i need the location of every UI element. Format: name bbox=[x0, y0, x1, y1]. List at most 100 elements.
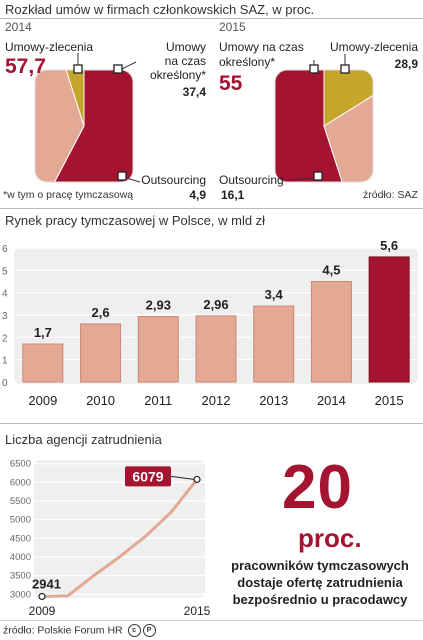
leader-line bbox=[287, 177, 315, 181]
bar-value-label: 4,5 bbox=[322, 263, 340, 278]
line-y-tick-label: 6000 bbox=[10, 477, 31, 488]
pie-2014-label-outsourcing: Outsourcing bbox=[141, 173, 206, 187]
pie-2015-label-okreslony: Umowy na czas określony* bbox=[219, 40, 304, 69]
bar-2015 bbox=[368, 256, 410, 383]
pie-2015-value-outsourcing: 16,1 bbox=[221, 188, 245, 202]
bar-chart-title: Rynek pracy tymczasowej w Polsce, w mld … bbox=[5, 213, 266, 228]
pie-2014-year: 2014 bbox=[5, 20, 32, 34]
line-y-tick-label: 3000 bbox=[10, 589, 31, 600]
bar-y-tick-label: 1 bbox=[2, 356, 8, 367]
leader-marker bbox=[340, 64, 350, 74]
copyright-icon: c bbox=[127, 624, 141, 637]
bar-chart: 0 1 2 3 4 5 6 1,7 2009 2,6 2010 2,93 2011 2,96 2012 3,4… bbox=[2, 240, 418, 408]
callout-unit: proc. bbox=[298, 523, 362, 553]
divider bbox=[0, 423, 423, 424]
line-y-tick-label: 6500 bbox=[10, 459, 31, 470]
line-y-tick-label: 3500 bbox=[10, 571, 31, 582]
line-endpoint bbox=[38, 592, 46, 601]
leader-marker bbox=[309, 64, 319, 74]
bar-2009 bbox=[22, 343, 64, 383]
bar-2012 bbox=[195, 315, 237, 383]
bar-y-tick-label: 3 bbox=[2, 311, 8, 322]
pie-2015-label-outsourcing: Outsourcing bbox=[219, 173, 284, 187]
leader-marker bbox=[117, 171, 127, 181]
bar-2010 bbox=[80, 323, 122, 383]
bar-value-label: 2,6 bbox=[92, 305, 110, 320]
bar-y-tick-label: 4 bbox=[2, 289, 8, 300]
pie-2015-value-okreslony: 55 bbox=[219, 72, 243, 95]
pie-2015-label-zlecenia: Umowy-zlecenia bbox=[329, 40, 418, 54]
pie-2014-value-outsourcing: 4,9 bbox=[189, 188, 206, 202]
pies-graphics bbox=[34, 53, 374, 183]
leader-line bbox=[125, 177, 141, 183]
press-icon: P bbox=[142, 624, 156, 637]
pie-2014-label-zlecenia: Umowy-zlecenia bbox=[5, 40, 94, 54]
line-start-label: 2941 bbox=[32, 576, 61, 591]
line-y-tick-label: 4500 bbox=[10, 533, 31, 544]
bar-value-label: 3,4 bbox=[265, 287, 284, 302]
pies-footnote: *w tym o pracę tymczasową bbox=[3, 189, 134, 201]
pie-2014 bbox=[34, 69, 134, 183]
leader-marker bbox=[73, 64, 83, 74]
callout-line-3: bezpośrednio u pracodawcy bbox=[232, 592, 408, 607]
pie-2014-slice-2 bbox=[42, 70, 85, 127]
bar-y-tick-label: 5 bbox=[2, 266, 8, 277]
line-chart-title: Liczba agencji zatrudnienia bbox=[5, 432, 162, 447]
pie-2015 bbox=[274, 69, 374, 183]
footer-source-text: źródło: Polskie Forum HR bbox=[3, 624, 123, 637]
leader-line bbox=[121, 61, 137, 70]
pie-2015-year: 2015 bbox=[219, 20, 246, 34]
callout-line-2: dostaje ofertę zatrudnienia bbox=[237, 575, 403, 590]
pie-2014-slice-0 bbox=[35, 70, 133, 182]
bar-y-tick-label: 0 bbox=[2, 378, 8, 389]
line-y-tick-label: 5000 bbox=[10, 515, 31, 526]
bar-x-tick-label: 2010 bbox=[86, 393, 115, 408]
callout-number: 20 bbox=[282, 453, 353, 522]
bar-x-tick-label: 2011 bbox=[144, 393, 172, 408]
line-series bbox=[41, 478, 199, 598]
line-x-tick-label: 2015 bbox=[184, 604, 211, 618]
pie-2015-value-zlecenia: 28,9 bbox=[394, 57, 418, 71]
bar-value-label: 1,7 bbox=[34, 325, 52, 340]
bar-y-tick-label: 6 bbox=[2, 244, 8, 255]
bar-2011 bbox=[137, 316, 179, 383]
bar-x-tick-label: 2014 bbox=[317, 393, 346, 408]
pie-2015-frame bbox=[274, 69, 374, 183]
line-x-tick-label: 2009 bbox=[29, 604, 56, 618]
leader-marker bbox=[313, 171, 323, 181]
callout-description: pracowników tymczasowych dostaje ofertę … bbox=[220, 557, 420, 608]
pie-2014-value-okreslony: 37,4 bbox=[182, 85, 206, 99]
callout-line-1: pracowników tymczasowych bbox=[231, 558, 409, 573]
line-chart: 3000 3500 4000 4500 5000 5500 6000 6500 2941 6079… bbox=[10, 459, 211, 618]
line-y-tick-label: 4000 bbox=[10, 552, 31, 563]
bar-x-tick-label: 2013 bbox=[259, 393, 288, 408]
bar-x-tick-label: 2012 bbox=[202, 393, 231, 408]
pies-source: źródło: SAZ bbox=[363, 189, 418, 201]
bar-y-tick-label: 2 bbox=[2, 333, 8, 344]
bar-value-label: 5,6 bbox=[380, 240, 398, 253]
pie-2014-frame bbox=[34, 69, 134, 183]
bar-2013 bbox=[253, 305, 295, 383]
pie-2015-slice-2 bbox=[323, 70, 373, 127]
bar-x-tick-label: 2015 bbox=[375, 393, 404, 408]
divider bbox=[0, 208, 423, 209]
bar-x-tick-label: 2009 bbox=[28, 393, 57, 408]
pie-2015-slice-0 bbox=[275, 70, 367, 182]
divider bbox=[0, 620, 423, 621]
pie-2014-label-okreslony: Umowy na czas określony* bbox=[149, 40, 206, 82]
line-end-label-box bbox=[125, 466, 171, 487]
line-endpoint bbox=[193, 475, 201, 484]
bar-value-label: 2,96 bbox=[203, 297, 228, 312]
line-end-label: 6079 bbox=[132, 468, 163, 484]
pies-section-title: Rozkład umów w firmach członkowskich SAZ… bbox=[5, 2, 315, 17]
divider bbox=[0, 18, 423, 19]
line-end-leader bbox=[170, 475, 195, 480]
bar-2014 bbox=[310, 281, 352, 383]
line-plot-background bbox=[34, 460, 205, 598]
line-y-tick-label: 5500 bbox=[10, 496, 31, 507]
bar-value-label: 2,93 bbox=[146, 298, 171, 313]
leader-marker bbox=[113, 64, 123, 74]
pie-markers bbox=[73, 53, 350, 183]
pie-2014-value-zlecenia: 57,7 bbox=[5, 55, 46, 78]
